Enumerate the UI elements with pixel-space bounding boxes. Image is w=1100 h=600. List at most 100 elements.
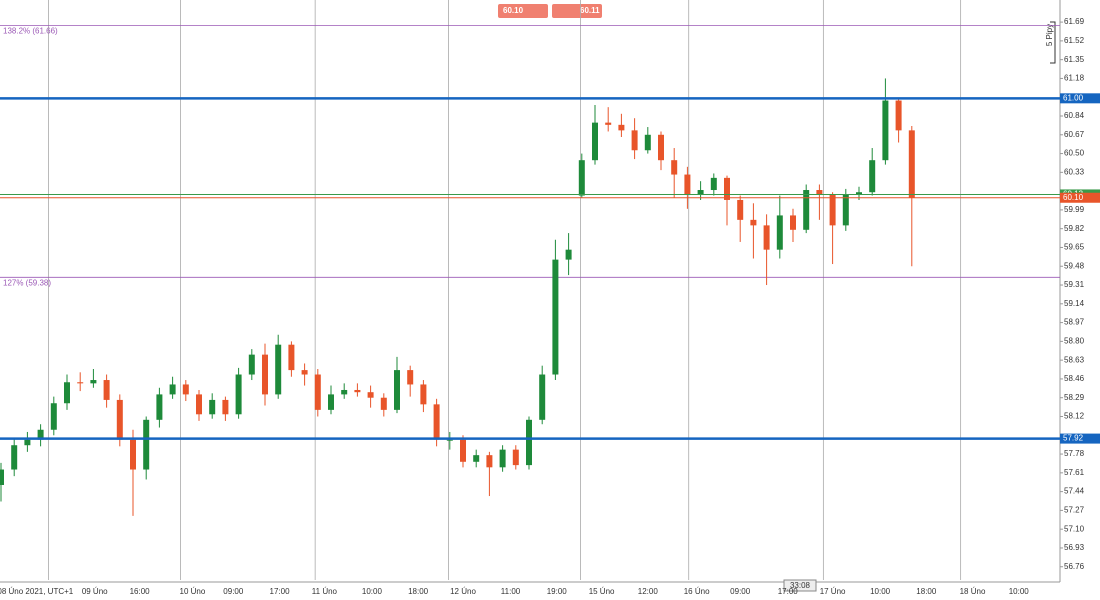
candle-body bbox=[11, 445, 18, 470]
x-tick-label: 11:00 bbox=[501, 587, 521, 596]
y-tick-label: 61.35 bbox=[1064, 55, 1085, 64]
x-tick-label: 18:00 bbox=[408, 587, 429, 596]
price-tag-label: 57.92 bbox=[1063, 434, 1084, 443]
price-tag bbox=[1060, 93, 1100, 104]
countdown-box bbox=[783, 579, 817, 592]
x-tick-label: 08 Úno 2021, UTC+1 bbox=[0, 587, 74, 596]
x-tick-label: 16 Úno bbox=[684, 587, 710, 596]
x-tick-label: 19:00 bbox=[547, 587, 568, 596]
sell-button[interactable] bbox=[498, 4, 548, 18]
candle-body bbox=[473, 455, 480, 462]
y-tick-label: 58.12 bbox=[1064, 412, 1085, 421]
price-tag bbox=[1060, 433, 1100, 444]
candle-body bbox=[90, 380, 97, 384]
price-tag bbox=[1060, 192, 1100, 203]
candle-body bbox=[684, 174, 691, 195]
candle-body bbox=[64, 382, 70, 404]
candle-body bbox=[196, 394, 202, 415]
candle-body bbox=[803, 190, 810, 230]
x-tick-label: 15 Úno bbox=[589, 587, 615, 596]
candle-body bbox=[737, 199, 744, 220]
trade-buttons: 60.10 60.11 bbox=[498, 4, 602, 18]
y-tick-label: 59.48 bbox=[1064, 261, 1085, 270]
x-tick-label: 12:00 bbox=[638, 587, 659, 596]
candle-body bbox=[895, 100, 902, 131]
price-tag-label: 61.00 bbox=[1063, 93, 1084, 102]
candle-body bbox=[130, 439, 136, 470]
y-tick-label: 59.65 bbox=[1064, 243, 1085, 252]
candle-body bbox=[328, 394, 334, 410]
candle-body bbox=[539, 374, 546, 420]
y-tick-label: 57.44 bbox=[1064, 487, 1085, 496]
candle-body bbox=[116, 399, 123, 440]
y-tick-label: 57.27 bbox=[1064, 506, 1085, 515]
candle-body bbox=[407, 370, 414, 385]
candle-body bbox=[169, 384, 176, 395]
candle-body bbox=[618, 124, 625, 131]
candle-body bbox=[565, 249, 572, 260]
candle-body bbox=[341, 389, 348, 395]
candle-body bbox=[394, 370, 400, 410]
x-tick-label: 10 Úno bbox=[180, 587, 206, 596]
candle-body bbox=[156, 394, 163, 420]
candle-body bbox=[763, 225, 770, 250]
candle-body bbox=[77, 382, 84, 384]
x-tick-label: 09 Úno bbox=[82, 587, 108, 596]
y-tick-label: 58.29 bbox=[1064, 393, 1085, 402]
candle-body bbox=[103, 380, 110, 400]
candle-body bbox=[631, 130, 638, 151]
x-tick-label: 18 Úno bbox=[960, 587, 986, 596]
candle-body bbox=[750, 219, 757, 226]
candle-body bbox=[671, 160, 678, 175]
y-tick-label: 59.14 bbox=[1064, 299, 1085, 308]
candle-body bbox=[314, 374, 321, 410]
candle-body bbox=[856, 192, 862, 195]
candle-body bbox=[869, 160, 876, 193]
y-tick-label: 57.10 bbox=[1064, 524, 1085, 533]
candle-body bbox=[816, 190, 823, 195]
candle-body bbox=[605, 122, 612, 125]
y-tick-label: 59.99 bbox=[1064, 205, 1085, 214]
candle-body bbox=[460, 439, 466, 462]
candle-body bbox=[882, 100, 889, 161]
sell-price: 60.10 bbox=[503, 6, 524, 15]
candle-body bbox=[380, 397, 387, 410]
candle-body bbox=[235, 374, 242, 415]
candle-body bbox=[288, 344, 295, 371]
y-tick-label: 57.61 bbox=[1064, 468, 1085, 477]
candle-body bbox=[354, 389, 361, 393]
y-tick-label: 60.50 bbox=[1064, 149, 1085, 158]
y-tick-label: 56.76 bbox=[1064, 562, 1085, 571]
fib-level-label: 127% (59.38) bbox=[3, 278, 51, 287]
price-tag-label: 60.10 bbox=[1063, 193, 1084, 202]
candle-body bbox=[209, 399, 216, 415]
y-tick-label: 59.31 bbox=[1064, 280, 1085, 289]
x-tick-label: 18:00 bbox=[916, 587, 937, 596]
candle-body bbox=[908, 130, 915, 198]
candle-body bbox=[776, 215, 783, 250]
candle-body bbox=[710, 177, 717, 191]
x-tick-label: 17 Úno bbox=[820, 587, 846, 596]
candle-body bbox=[486, 455, 493, 468]
candle-body bbox=[143, 419, 150, 470]
x-tick-label: 11 Úno bbox=[312, 587, 338, 596]
candle-body bbox=[842, 194, 849, 226]
y-tick-label: 60.67 bbox=[1064, 130, 1085, 139]
candle-body bbox=[446, 439, 453, 441]
x-tick-label: 09:00 bbox=[730, 587, 751, 596]
y-tick-label: 56.93 bbox=[1064, 543, 1085, 552]
buy-button[interactable] bbox=[552, 4, 602, 18]
candle-body bbox=[724, 177, 730, 200]
x-tick-label: 12 Úno bbox=[450, 587, 476, 596]
candle-body bbox=[578, 160, 585, 196]
candle-body bbox=[182, 384, 189, 395]
candle-body bbox=[248, 354, 255, 375]
candle-body bbox=[301, 370, 308, 375]
y-tick-label: 58.97 bbox=[1064, 318, 1085, 327]
candle-body bbox=[552, 259, 559, 375]
x-tick-label: 09:00 bbox=[223, 587, 244, 596]
candle-body bbox=[50, 403, 57, 430]
x-tick-label: 10:00 bbox=[1009, 587, 1030, 596]
